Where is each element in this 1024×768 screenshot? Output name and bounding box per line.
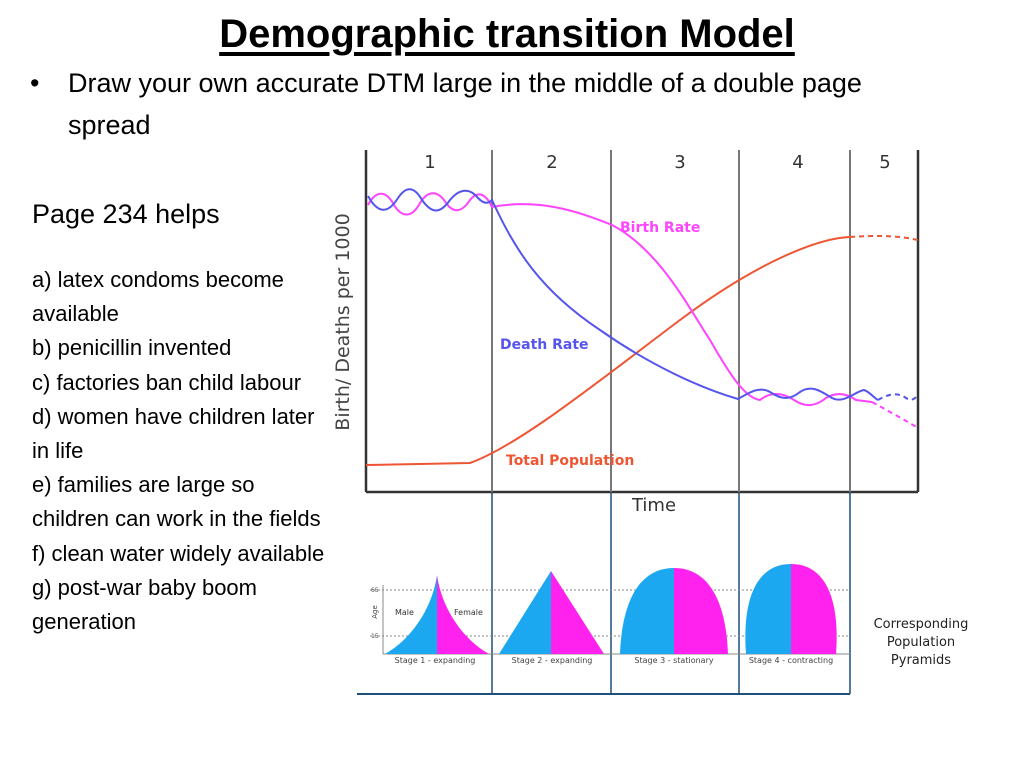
total-population-projection	[849, 235, 919, 241]
event-item-b: b) penicillin invented	[32, 335, 232, 361]
female-label: Female	[454, 608, 483, 617]
slide-title: Demographic transition Model	[219, 12, 795, 56]
pyramid-3-female	[674, 568, 728, 654]
stage-number-5: 5	[879, 152, 890, 173]
event-item-d: d) women have children later in life	[32, 403, 315, 464]
stage-number-4: 4	[792, 152, 803, 173]
event-item-f: f) clean water widely available	[32, 540, 325, 566]
birth-rate-projection	[871, 401, 919, 429]
death-rate-label: Death Rate	[500, 337, 589, 353]
age-65-tick: 65	[371, 587, 379, 594]
total-population-label: Total Population	[506, 453, 634, 469]
total-population-curve	[365, 236, 851, 466]
pyramid-4-caption: Stage 4 - contracting	[749, 656, 833, 665]
pyramid-4-male	[745, 564, 791, 654]
stage-number-1: 1	[424, 152, 435, 173]
pyramid-3-male	[620, 568, 674, 654]
age-15-tick: 15	[371, 633, 379, 640]
event-item-e: e) families are large so children can wo…	[32, 472, 321, 532]
pyramids-side-label-3: Pyramids	[891, 653, 951, 668]
instruction-text: Draw your own accurate DTM large in the …	[68, 68, 862, 140]
pyramid-2-male	[499, 571, 551, 654]
stage-number-2: 2	[546, 152, 557, 173]
death-rate-projection	[877, 393, 919, 401]
stage-number-3: 3	[674, 152, 685, 173]
pyramid-4-female	[791, 564, 837, 654]
y-axis-label: Birth/ Deaths per 1000	[332, 213, 354, 430]
birth-rate-curve	[367, 192, 873, 406]
event-list: a) latex condoms become available b) pen…	[32, 263, 332, 639]
pyramid-3-caption: Stage 3 - stationary	[634, 656, 713, 665]
event-item-g: g) post-war baby boom generation	[32, 574, 257, 635]
pyramid-1-female	[437, 575, 489, 654]
birth-rate-label: Birth Rate	[620, 220, 700, 236]
bullet-marker: •	[30, 68, 40, 98]
instruction-bullet: • Draw your own accurate DTM large in th…	[30, 62, 950, 146]
pyramid-1-caption: Stage 1 - expanding	[395, 656, 476, 665]
page-reference: Page 234 helps	[32, 199, 220, 229]
pyramids-side-label-2: Population	[887, 635, 955, 650]
pyramid-2-female	[551, 571, 604, 654]
pyramids-side-label-1: Corresponding	[874, 617, 969, 632]
male-label: Male	[395, 608, 414, 617]
pyramid-1-male	[385, 575, 437, 654]
x-axis-label: Time	[631, 495, 676, 516]
death-rate-curve	[367, 188, 879, 401]
event-item-a: a) latex condoms become available	[32, 267, 284, 327]
pyramid-2-caption: Stage 2 - expanding	[512, 656, 593, 665]
event-item-c: c) factories ban child labour	[32, 369, 302, 395]
age-axis-label: Age	[371, 605, 379, 619]
